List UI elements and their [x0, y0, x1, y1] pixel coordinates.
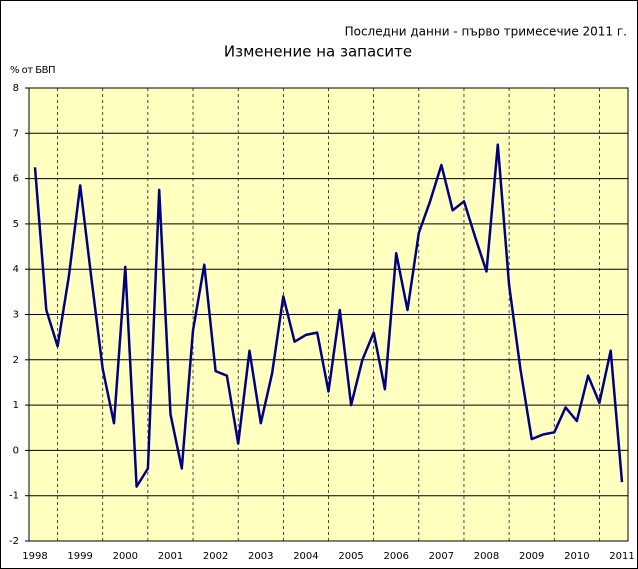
y-tick-label: -2: [9, 536, 19, 547]
x-tick-label: 2004: [293, 551, 318, 562]
y-tick-label: 8: [13, 83, 19, 94]
x-tick-label: 2001: [158, 551, 183, 562]
x-tick-label: 2006: [384, 551, 409, 562]
x-tick-label: 2005: [338, 551, 363, 562]
x-tick-label: 1999: [67, 551, 92, 562]
y-tick-label: 6: [13, 174, 19, 185]
x-tick-label: 2007: [429, 551, 454, 562]
x-tick-label: 2008: [474, 551, 499, 562]
x-tick-label: 1998: [22, 551, 47, 562]
subtitle: Последни данни - първо тримесечие 2011 г…: [345, 25, 627, 39]
data-line: [33, 143, 624, 488]
y-tick-label: 7: [13, 128, 19, 139]
y-tick-label: 5: [13, 219, 19, 230]
y-tick-label: 2: [13, 355, 19, 366]
y-tick-label: 1: [13, 400, 19, 411]
chart-title: Изменение на запасите: [224, 43, 412, 61]
y-tick-label: -1: [9, 491, 19, 502]
x-tick-label: 2000: [113, 551, 138, 562]
x-tick-label: 2010: [564, 551, 589, 562]
y-tick-label: 0: [13, 445, 19, 456]
y-tick-label: 3: [13, 310, 19, 321]
y-tick-label: 4: [13, 264, 19, 275]
x-tick-label: 2011: [609, 551, 634, 562]
y-axis-label: % от БВП: [10, 65, 55, 76]
x-tick-label: 2002: [203, 551, 228, 562]
x-tick-label: 2009: [519, 551, 544, 562]
x-tick-label: 2003: [248, 551, 273, 562]
